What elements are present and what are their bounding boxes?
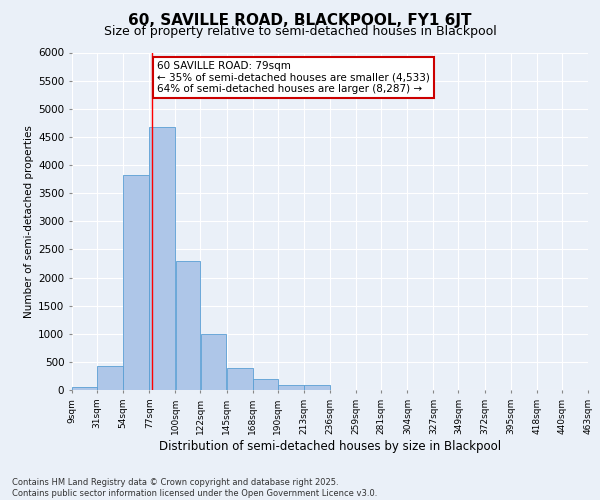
Bar: [72, 387, 97, 390]
Bar: [227, 368, 253, 390]
Bar: [304, 385, 330, 390]
Bar: [176, 261, 200, 390]
Bar: [253, 379, 278, 390]
Bar: [278, 385, 304, 390]
Bar: [124, 175, 149, 390]
X-axis label: Distribution of semi-detached houses by size in Blackpool: Distribution of semi-detached houses by …: [159, 440, 501, 452]
Bar: [149, 126, 175, 390]
Text: 60 SAVILLE ROAD: 79sqm
← 35% of semi-detached houses are smaller (4,533)
64% of : 60 SAVILLE ROAD: 79sqm ← 35% of semi-det…: [157, 61, 430, 94]
Text: Contains HM Land Registry data © Crown copyright and database right 2025.
Contai: Contains HM Land Registry data © Crown c…: [12, 478, 377, 498]
Text: 60, SAVILLE ROAD, BLACKPOOL, FY1 6JT: 60, SAVILLE ROAD, BLACKPOOL, FY1 6JT: [128, 12, 472, 28]
Bar: [200, 334, 226, 390]
Y-axis label: Number of semi-detached properties: Number of semi-detached properties: [24, 125, 34, 318]
Bar: [97, 366, 123, 390]
Text: Size of property relative to semi-detached houses in Blackpool: Size of property relative to semi-detach…: [104, 25, 496, 38]
